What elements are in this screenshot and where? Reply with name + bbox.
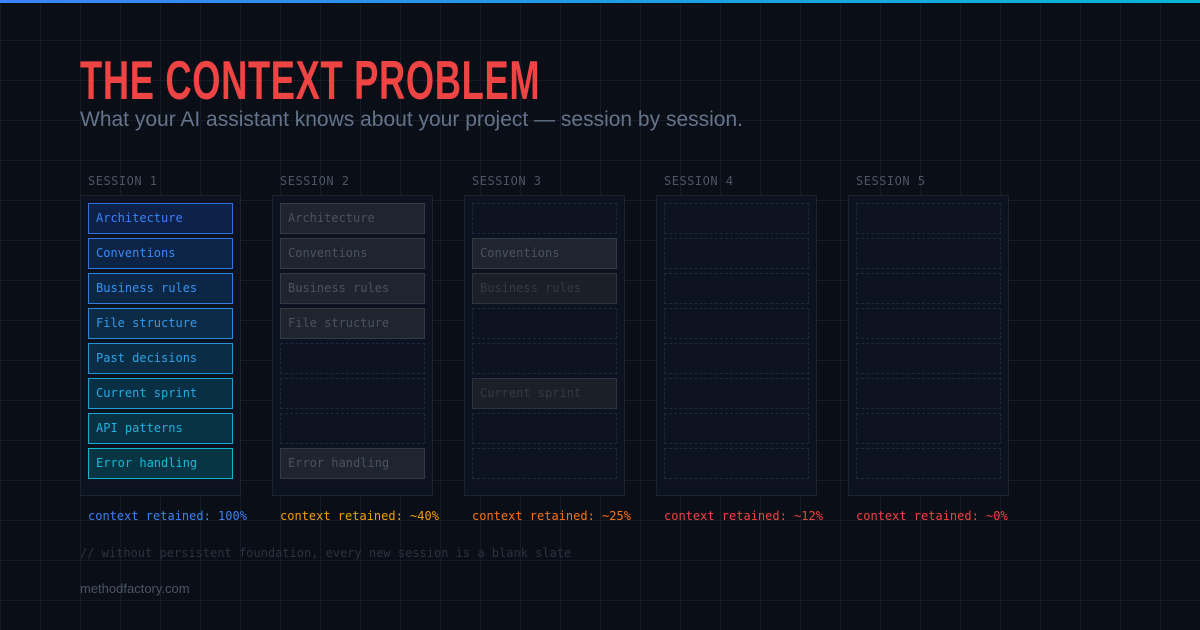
empty-slot xyxy=(664,273,809,304)
context-item: Conventions xyxy=(472,238,617,269)
context-item: Architecture xyxy=(88,203,233,234)
context-retained: context retained: 100% xyxy=(88,509,247,523)
session-label: SESSION 2 xyxy=(280,174,350,188)
session-label: SESSION 5 xyxy=(856,174,926,188)
context-retained: context retained: ~12% xyxy=(664,509,823,523)
context-item: Current sprint xyxy=(88,378,233,409)
context-item: File structure xyxy=(88,308,233,339)
empty-slot xyxy=(856,343,1001,374)
empty-slot xyxy=(664,448,809,479)
context-item: Business rules xyxy=(280,273,425,304)
empty-slot xyxy=(664,413,809,444)
empty-slot xyxy=(472,448,617,479)
empty-slot xyxy=(280,378,425,409)
footnote: // without persistent foundation, every … xyxy=(80,546,572,560)
context-retained: context retained: ~40% xyxy=(280,509,439,523)
empty-slot xyxy=(664,378,809,409)
empty-slot xyxy=(856,273,1001,304)
empty-slot xyxy=(664,343,809,374)
context-retained: context retained: ~25% xyxy=(472,509,631,523)
context-item: Past decisions xyxy=(88,343,233,374)
session-panel: Architecture Conventions Business rules Fil… xyxy=(80,195,241,496)
empty-slot xyxy=(856,378,1001,409)
accent-bar xyxy=(0,0,1200,3)
empty-slot xyxy=(856,448,1001,479)
session-panel: Architecture Conventions Business rules Fil… xyxy=(272,195,433,496)
empty-slot xyxy=(664,238,809,269)
session-panel: Conventions Business rules Current sprint xyxy=(464,195,625,496)
session-label: SESSION 4 xyxy=(664,174,734,188)
context-item: Business rules xyxy=(472,273,617,304)
empty-slot xyxy=(472,413,617,444)
context-item: Conventions xyxy=(88,238,233,269)
empty-slot xyxy=(280,413,425,444)
empty-slot xyxy=(664,203,809,234)
page-title: THE CONTEXT PROBLEM xyxy=(80,49,541,111)
context-retained: context retained: ~0% xyxy=(856,509,1008,523)
context-item: Error handling xyxy=(280,448,425,479)
empty-slot xyxy=(280,343,425,374)
empty-slot xyxy=(856,413,1001,444)
empty-slot xyxy=(664,308,809,339)
context-item: Conventions xyxy=(280,238,425,269)
context-item: Business rules xyxy=(88,273,233,304)
context-item: Architecture xyxy=(280,203,425,234)
context-item: Error handling xyxy=(88,448,233,479)
empty-slot xyxy=(472,343,617,374)
context-item: Current sprint xyxy=(472,378,617,409)
session-label: SESSION 3 xyxy=(472,174,542,188)
empty-slot xyxy=(472,308,617,339)
empty-slot xyxy=(856,308,1001,339)
session-panel xyxy=(656,195,817,496)
session-panel xyxy=(848,195,1009,496)
page-subtitle: What your AI assistant knows about your … xyxy=(80,108,743,131)
empty-slot xyxy=(856,203,1001,234)
session-label: SESSION 1 xyxy=(88,174,158,188)
context-item: File structure xyxy=(280,308,425,339)
site-url: methodfactory.com xyxy=(80,581,190,596)
empty-slot xyxy=(472,203,617,234)
context-item: API patterns xyxy=(88,413,233,444)
empty-slot xyxy=(856,238,1001,269)
